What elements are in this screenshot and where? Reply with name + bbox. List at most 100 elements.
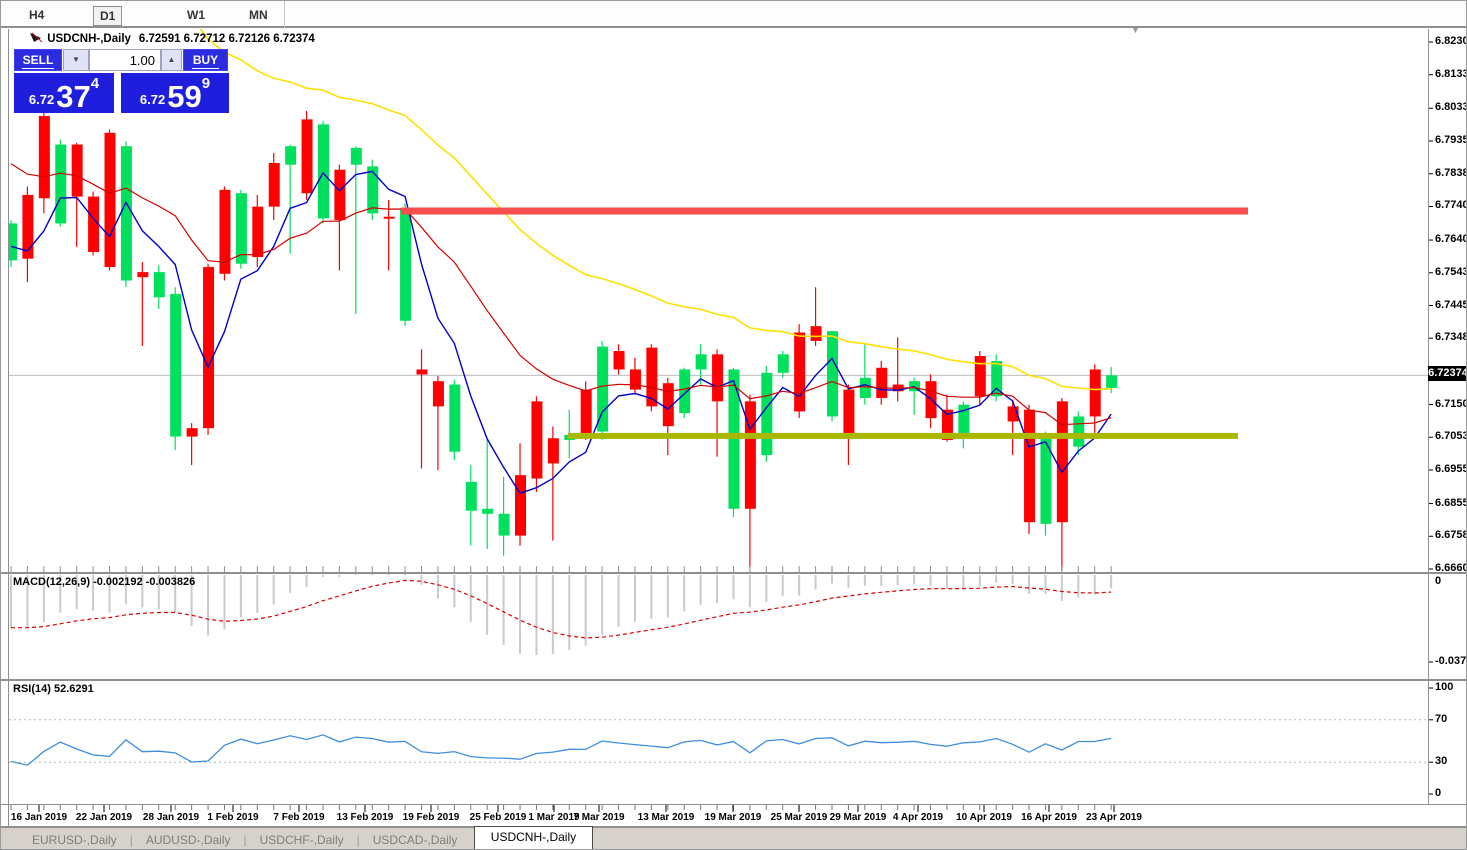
candle-body: [1073, 416, 1085, 447]
candle-body: [235, 193, 247, 264]
candle-body: [1089, 369, 1101, 417]
candle-body: [777, 354, 789, 373]
candle-body: [301, 119, 313, 194]
candle-body: [958, 404, 970, 435]
main-price-pane: [9, 29, 1428, 571]
candle-body: [1106, 375, 1118, 388]
date-axis-label: 16 Apr 2019: [1021, 812, 1077, 823]
candle-body: [531, 401, 543, 479]
symbol-tab-separator: |: [129, 832, 133, 847]
symbol-tab-eurusd[interactable]: EURUSD-,Daily: [32, 832, 117, 847]
date-axis-label: 1 Feb 2019: [207, 812, 259, 823]
candle-body: [383, 216, 395, 219]
timeframe-tab-mn[interactable]: MN: [249, 8, 268, 22]
timeframe-tab-w1[interactable]: W1: [187, 8, 205, 22]
candle-body: [629, 369, 641, 390]
chart-title: USDCNH-,Daily 6.72591 6.72712 6.72126 6.7…: [29, 32, 323, 45]
candle-body: [367, 166, 379, 214]
pane-separator-rsi[interactable]: [1, 679, 1466, 681]
candle-body: [317, 124, 329, 219]
date-axis-label: 25 Mar 2019: [770, 812, 828, 823]
candle-body: [761, 372, 773, 456]
price-axis-label: 6.80330: [1435, 101, 1466, 114]
candle-body: [679, 369, 691, 414]
candle-body: [712, 354, 724, 402]
support-level-line[interactable]: [568, 432, 1238, 439]
candle-body: [252, 206, 264, 257]
symbol-tab-separator: |: [243, 832, 247, 847]
candle-body: [613, 350, 625, 370]
sell-price-display[interactable]: 6.72 37 4: [14, 73, 114, 113]
volume-decrease-button[interactable]: ▼: [63, 49, 89, 71]
symbol-tab-usdcad[interactable]: USDCAD-,Daily: [372, 832, 458, 847]
buy-price-big-digits: 59: [167, 78, 202, 114]
chart-left-border: [8, 29, 9, 826]
date-axis-label: 16 Jan 2019: [10, 812, 68, 823]
symbol-tab-separator: |: [356, 832, 360, 847]
candle-body: [859, 377, 871, 398]
volume-increase-button[interactable]: ▲: [161, 49, 182, 71]
pane-separator-macd[interactable]: [1, 572, 1466, 574]
symbol-tab-usdcnh[interactable]: USDCNH-,Daily: [473, 826, 594, 849]
candle-body: [1007, 406, 1019, 422]
timeframe-tab-h4[interactable]: H4: [29, 8, 45, 22]
price-axis-label: 6.74455: [1435, 298, 1466, 311]
buy-button[interactable]: BUY: [183, 49, 228, 71]
candle-body: [876, 367, 888, 398]
date-axis-label: 22 Jan 2019: [75, 812, 133, 823]
date-axis-label: 10 Apr 2019: [956, 812, 1012, 823]
date-axis-label: 19 Feb 2019: [402, 812, 460, 823]
price-scale-border: [1428, 29, 1429, 805]
date-axis-label: 25 Feb 2019: [469, 812, 527, 823]
price-axis-label: 6.68555: [1435, 496, 1466, 509]
macd-axis-label: -0.037529: [1435, 655, 1467, 667]
buy-price-display[interactable]: 6.72 59 9: [121, 73, 229, 113]
price-axis-label: 6.67580: [1435, 529, 1466, 542]
symbol-tab-audusd[interactable]: AUDUSD-,Daily: [145, 832, 231, 847]
candle-body: [203, 267, 215, 429]
price-axis-label: 6.76405: [1435, 233, 1466, 246]
candle-body: [465, 481, 477, 511]
candle-body: [1040, 433, 1052, 524]
price-axis-label: 6.77405: [1435, 199, 1466, 212]
candle-body: [268, 163, 280, 207]
ma-slow-line: [199, 29, 1112, 391]
candle-body: [71, 144, 83, 197]
sell-price-big-digits: 37: [56, 78, 91, 114]
date-axis-label: 13 Mar 2019: [637, 812, 695, 823]
candle-body: [728, 369, 740, 509]
volume-input[interactable]: [89, 49, 161, 71]
chart-shift-marker-icon[interactable]: ▼: [1131, 25, 1140, 35]
candle-body: [186, 428, 198, 437]
candle-body: [827, 331, 838, 417]
price-axis-label: 6.70530: [1435, 430, 1466, 443]
candle-body: [137, 272, 149, 278]
candle-body: [88, 196, 100, 252]
candle-body: [482, 508, 494, 514]
sell-price-prefix: 6.72: [28, 92, 55, 107]
timeframe-tab-d1[interactable]: D1: [93, 6, 123, 26]
resistance-level-line[interactable]: [401, 207, 1248, 215]
candle-body: [120, 146, 132, 281]
chart-ohlc-values: 6.72591 6.72712 6.72126 6.72374: [138, 33, 315, 45]
date-axis-label: 4 Apr 2019: [892, 812, 944, 823]
candle-body: [515, 475, 527, 536]
candle-body: [9, 223, 17, 261]
rsi-axis-label: 100: [1435, 681, 1454, 693]
symbol-tab-bar: EURUSD-,Daily | AUDUSD-,Daily | USDCHF-,Dail…: [1, 826, 1466, 849]
candle-body: [285, 146, 297, 165]
buy-price-pip-digit: 9: [201, 75, 211, 92]
price-axis-label: 6.73480: [1435, 331, 1466, 344]
rsi-pane: [9, 719, 1428, 766]
sell-price-pip-digit: 4: [90, 75, 100, 92]
toolbar-separator: [284, 1, 285, 28]
sell-button[interactable]: SELL: [14, 49, 62, 71]
symbol-tab-usdchf[interactable]: USDCHF-,Daily: [259, 832, 344, 847]
candle-body: [991, 361, 1003, 397]
date-axis-label: 28 Jan 2019: [142, 812, 200, 823]
price-axis-label: 6.81330: [1435, 67, 1466, 80]
price-axis-label: 6.78380: [1435, 166, 1466, 179]
one-click-trading-panel: SELL ▼ ▲ BUY 6.72 37 4 6.72 59 9: [11, 47, 229, 113]
